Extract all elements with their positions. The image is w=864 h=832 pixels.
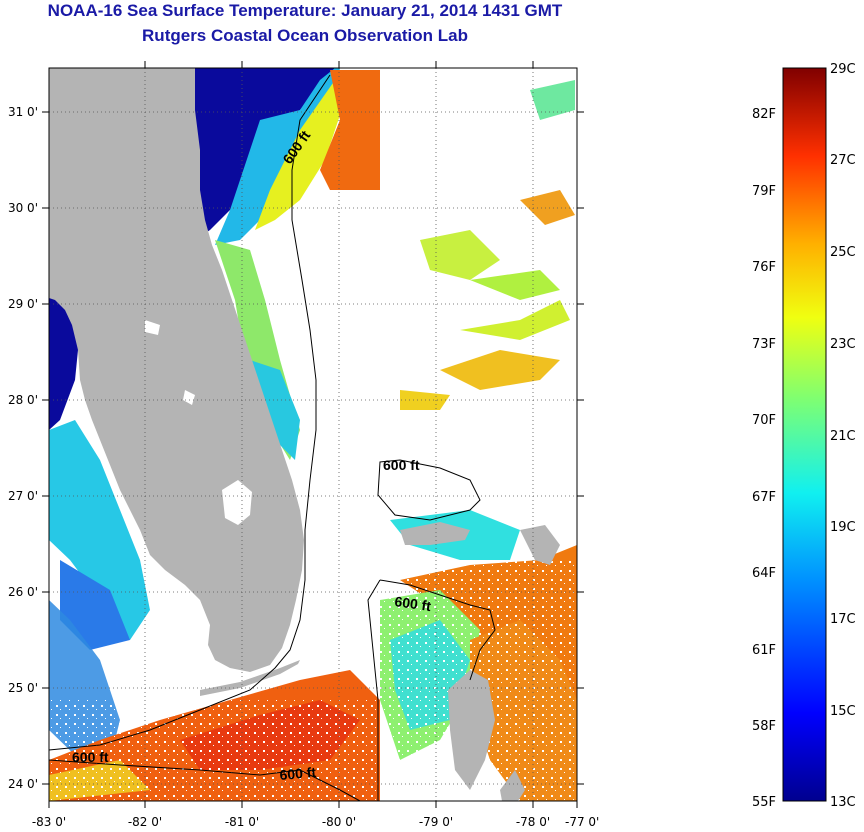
colorbar-fahrenheit-label: 76F (752, 260, 777, 275)
lake-okeechobee (222, 480, 252, 525)
isobath-florida-straits (49, 759, 361, 801)
colorbar-celsius-label: 17C (830, 612, 856, 627)
gulf-blue-patch (60, 560, 130, 650)
colorbar-celsius-label: 21C (830, 429, 856, 444)
colorbar-celsius-label: 15C (830, 704, 856, 719)
colorbar-fahrenheit-label: 55F (752, 795, 777, 810)
offshore-patch-1 (420, 230, 500, 280)
colorbar-fahrenheit-label: 79F (752, 184, 777, 199)
florida-keys (200, 660, 300, 696)
colorbar-celsius-label: 19C (830, 520, 856, 535)
colorbar-fahrenheit-label: 82F (752, 107, 777, 122)
colorbar-celsius-label: 27C (830, 153, 856, 168)
colorbar-fahrenheit-label: 58F (752, 719, 777, 734)
map-title: NOAA-16 Sea Surface Temperature: January… (47, 1, 563, 20)
offshore-patch-2 (440, 350, 560, 390)
lat-label: 25 0' (8, 681, 38, 695)
offshore-patch-7 (520, 190, 575, 225)
lon-label: -81 0' (225, 815, 259, 829)
colorbar-fahrenheit-label: 73F (752, 337, 777, 352)
lat-label: 24 0' (8, 777, 38, 791)
grand-bahama (400, 522, 470, 545)
map-frame (48, 67, 578, 802)
gulf-stream-north (320, 70, 380, 190)
offshore-patch-4 (460, 300, 570, 340)
colorbar-celsius-label: 29C (830, 62, 856, 77)
lake-small-1 (145, 320, 160, 335)
graticule (49, 68, 577, 801)
colorbar-fahrenheit-label: 64F (752, 566, 777, 581)
contour-label: 600 ft (383, 457, 420, 473)
lon-label: -83 0' (32, 815, 66, 829)
abaco (520, 525, 560, 565)
colorbar-fahrenheit-label: 61F (752, 643, 777, 658)
colorbar-celsius-label: 13C (830, 795, 856, 810)
new-providence (500, 770, 525, 801)
lat-label: 30 0' (8, 201, 38, 215)
colorbar-fahrenheit-label: 67F (752, 490, 777, 505)
shelf-transition (215, 68, 340, 245)
contour-label: 600 ft (72, 749, 109, 765)
contour-label: 600 ft (279, 764, 317, 783)
colorbar-celsius-label: 25C (830, 245, 856, 260)
lat-label: 31 0' (8, 105, 38, 119)
lon-label: -79 0' (419, 815, 453, 829)
lon-label: -82 0' (128, 815, 162, 829)
lat-label: 29 0' (8, 297, 38, 311)
lake-small-2 (183, 390, 195, 405)
coastal-band-cyan (250, 360, 300, 460)
offshore-patch-5 (470, 270, 560, 300)
lat-label: 26 0' (8, 585, 38, 599)
isobath-florida-east (49, 74, 331, 751)
lon-label: -78 0' (516, 815, 550, 829)
contour-label: 600 ft (394, 593, 433, 614)
map-subtitle: Rutgers Coastal Ocean Observation Lab (142, 26, 468, 45)
colorbar-fahrenheit-label: 70F (752, 413, 777, 428)
tick-marks (42, 61, 584, 808)
lon-label: -80 0' (322, 815, 356, 829)
offshore-patch-6 (530, 80, 575, 120)
isobath-little-bahama (377, 459, 481, 521)
colorbar-celsius-label: 23C (830, 337, 856, 352)
gulf-cool-water (49, 420, 150, 640)
lon-label: -77 0' (565, 815, 599, 829)
shelf-yellow (255, 80, 345, 230)
andros (448, 670, 495, 790)
lat-label: 27 0' (8, 489, 38, 503)
lat-label: 28 0' (8, 393, 38, 407)
isobath-great-bahama (367, 579, 496, 801)
colorbar (782, 67, 827, 802)
